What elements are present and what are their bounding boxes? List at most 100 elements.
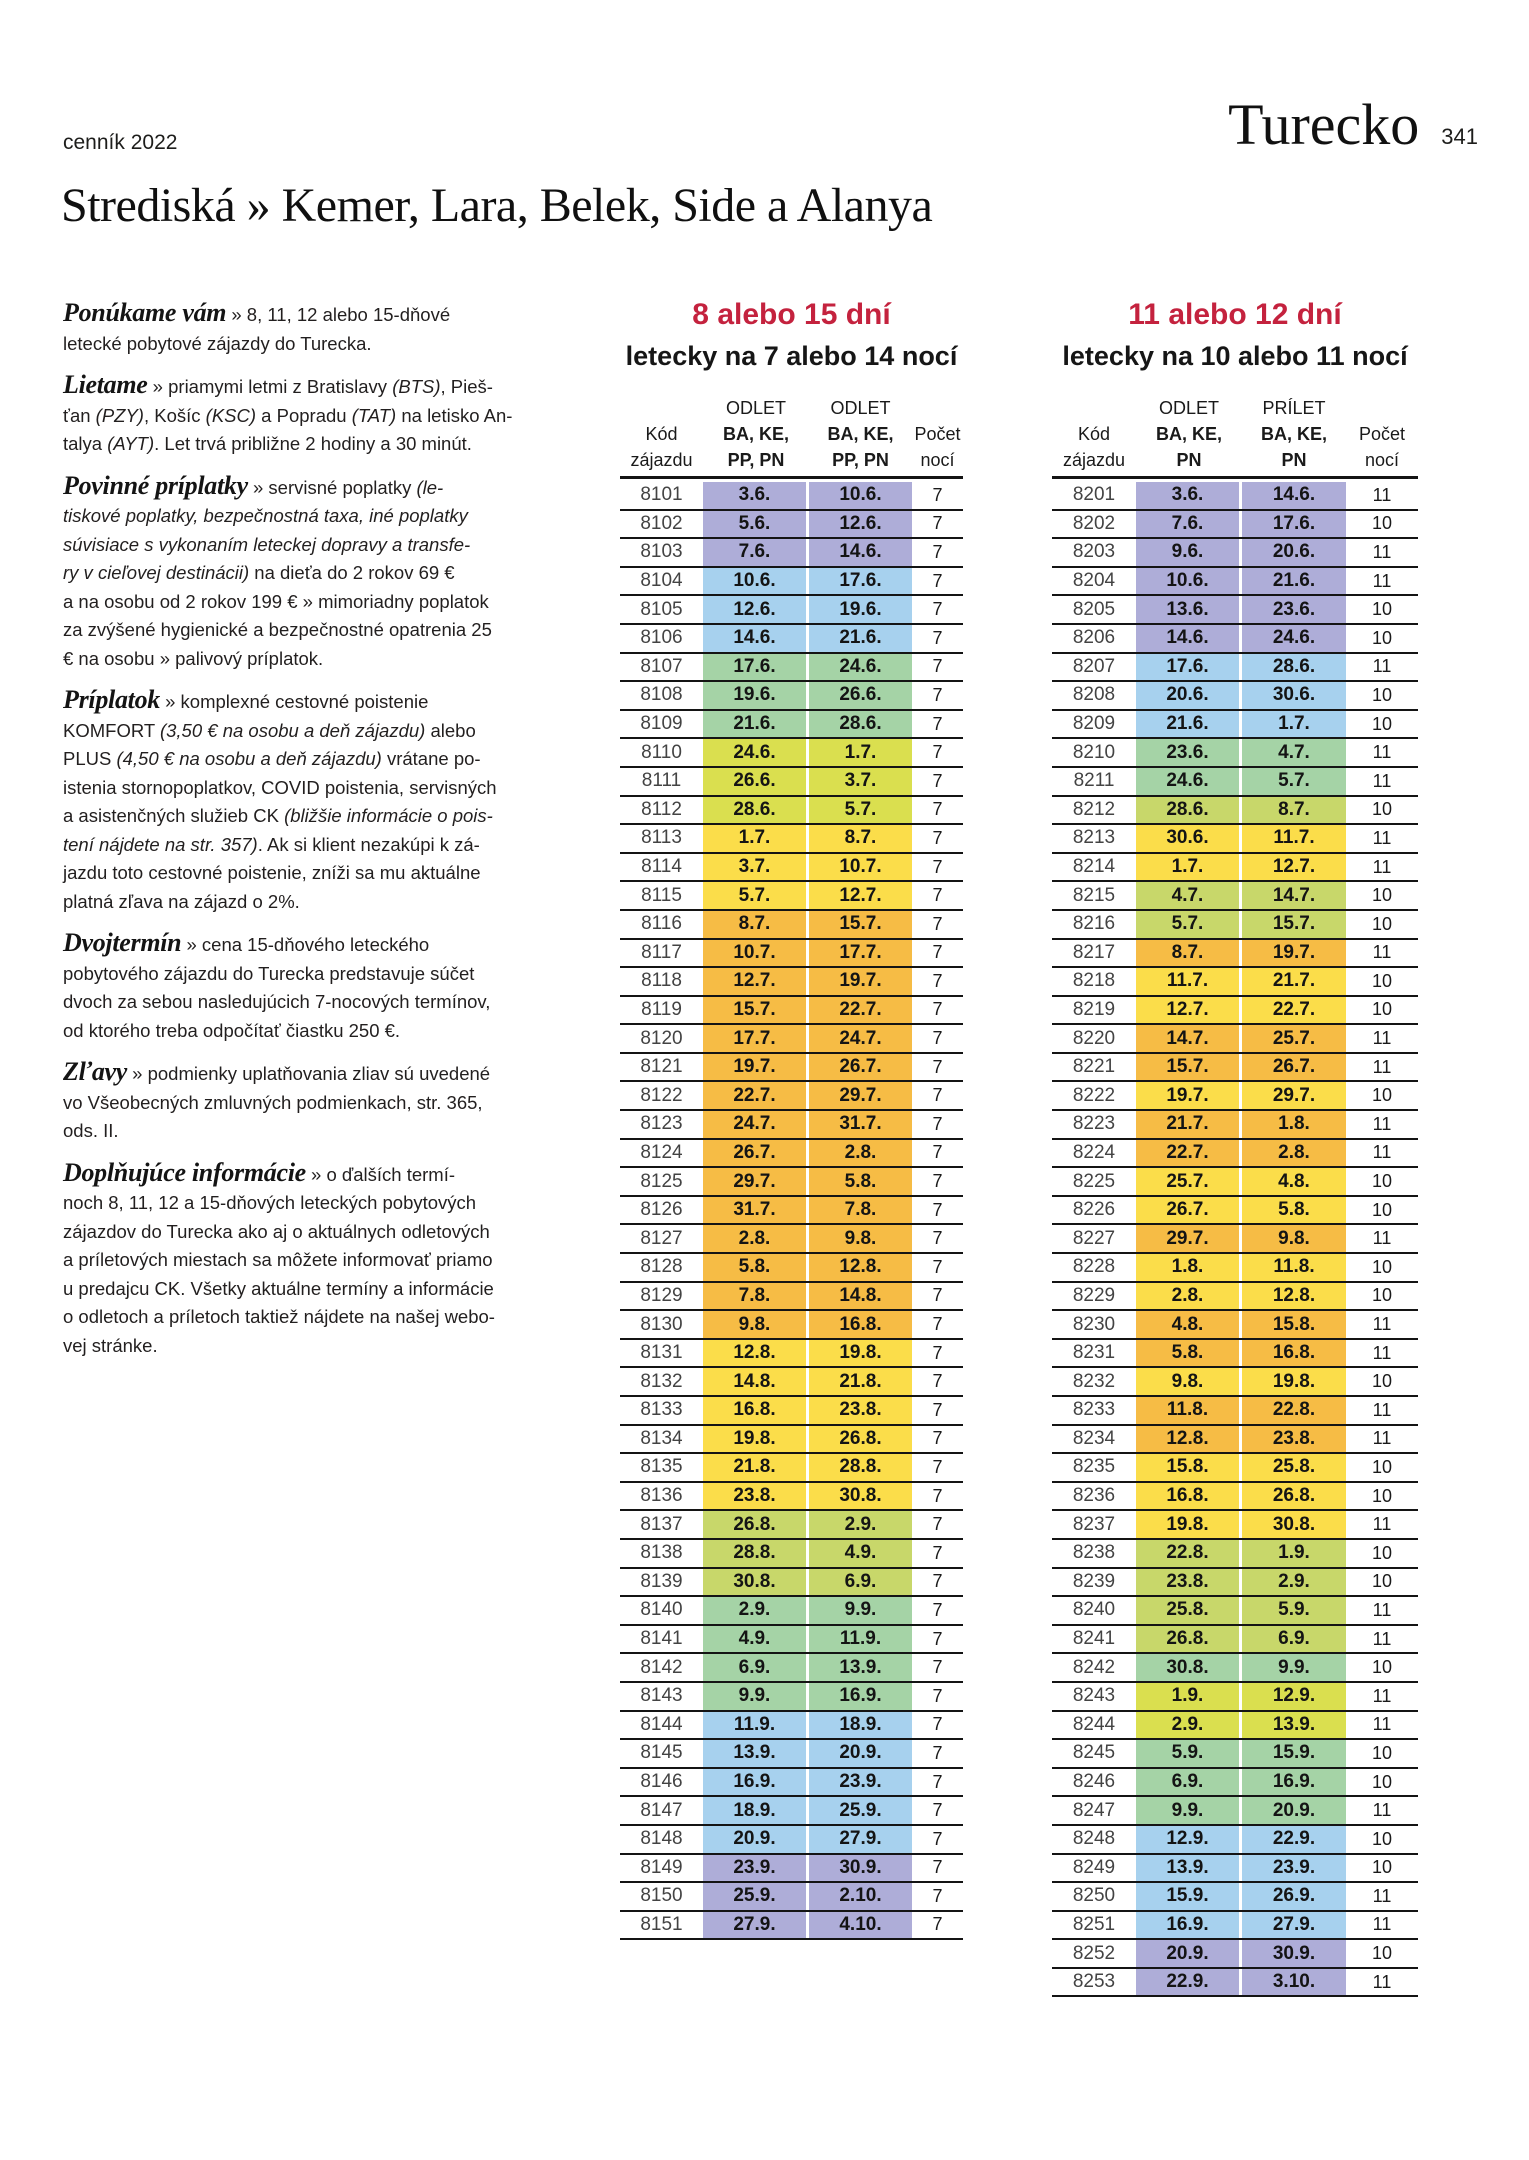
nights-count-cell: 7	[932, 1314, 943, 1335]
return-date-cell: 17.6.	[1242, 510, 1346, 538]
return-date-cell: 30.9.	[809, 1854, 912, 1882]
return-date-cell: 23.8.	[1242, 1425, 1346, 1453]
table-row: 8136 23.8. 30.8. 7	[620, 1482, 963, 1512]
departure-date-cell: 10.6.	[703, 567, 809, 595]
table-row: 8218 11.7. 21.7. 10	[1052, 968, 1418, 997]
tour-code-cell: 8137	[640, 1513, 683, 1535]
tour-code-cell: 8101	[640, 484, 683, 506]
nights-count-cell: 7	[932, 1800, 943, 1821]
departure-date-cell: 23.6.	[1136, 739, 1242, 766]
column-header-line: PP, PN	[832, 450, 889, 470]
table-row: 8222 19.7. 29.7. 10	[1052, 1082, 1418, 1112]
table-row: 8137 26.8. 2.9. 7	[620, 1511, 963, 1540]
table-row: 8240 25.8. 5.9. 11	[1052, 1597, 1418, 1626]
column-header-line: PRÍLET	[1262, 398, 1326, 418]
return-date-cell: 6.9.	[809, 1568, 912, 1596]
departure-date-cell: 14.8.	[703, 1368, 809, 1395]
paragraph-lead: Lietame	[63, 370, 148, 399]
table-row: 8239 23.8. 2.9. 10	[1052, 1568, 1418, 1598]
departure-date-cell: 25.7.	[1136, 1168, 1242, 1195]
paragraph-lead: Dvojtermín	[63, 928, 182, 957]
return-date-cell: 22.9.	[1242, 1825, 1346, 1853]
nights-count-cell: 7	[932, 599, 943, 620]
tour-code-cell: 8140	[640, 1599, 683, 1621]
table-row: 8216 5.7. 15.7. 10	[1052, 910, 1418, 940]
nights-count-cell: 10	[1371, 970, 1393, 991]
column-header-d1: ODLET BA, KE, PN	[1136, 395, 1242, 473]
return-date-cell: 20.6.	[1242, 539, 1346, 566]
tour-code-cell: 8233	[1072, 1399, 1116, 1421]
return-date-cell: 19.6.	[809, 596, 912, 623]
paragraph-lead: Zľavy	[63, 1057, 128, 1086]
column-header-line: nocí	[920, 450, 955, 470]
table-row: 8249 13.9. 23.9. 10	[1052, 1854, 1418, 1884]
nights-count-cell: 7	[932, 1028, 943, 1049]
return-date-cell: 18.9.	[809, 1711, 912, 1739]
nights-count-cell: 7	[932, 1514, 943, 1535]
tour-code-cell: 8149	[640, 1856, 683, 1878]
table-subtitle: letecky na 7 alebo 14 nocí	[625, 341, 958, 371]
nights-count-cell: 7	[932, 1742, 943, 1763]
tour-code-cell: 8115	[641, 884, 682, 906]
table-row: 8114 3.7. 10.7. 7	[620, 853, 963, 883]
column-header-line: Kód	[1077, 424, 1111, 444]
return-date-cell: 2.8.	[809, 1139, 912, 1167]
table-row: 8207 17.6. 28.6. 11	[1052, 653, 1418, 683]
paragraph-text: (BTS)	[392, 376, 441, 397]
return-date-cell: 11.7.	[1242, 825, 1346, 852]
departure-date-cell: 12.6.	[703, 596, 809, 623]
tour-code-cell: 8104	[640, 570, 683, 592]
departure-date-cell: 1.7.	[1136, 853, 1242, 881]
table-header: Kód zájazdu ODLET BA, KE, PN PRÍLET BA, KE, PN P…	[1052, 396, 1418, 479]
departure-date-cell: 17.6.	[1136, 653, 1242, 681]
departure-date-cell: 24.6.	[1136, 767, 1242, 795]
tour-code-cell: 8218	[1072, 970, 1116, 992]
table-row: 8110 24.6. 1.7. 7	[620, 739, 963, 768]
nights-count-cell: 10	[1371, 1199, 1393, 1220]
nights-count-cell: 7	[932, 742, 943, 763]
column-header-line: BA, KE,	[722, 424, 789, 444]
return-date-cell: 27.9.	[809, 1825, 912, 1853]
departure-date-cell: 2.8.	[703, 1225, 809, 1253]
paragraph-lead: Ponúkame vám	[63, 298, 227, 327]
return-date-cell: 5.9.	[1242, 1597, 1346, 1624]
departure-date-cell: 21.8.	[703, 1454, 809, 1481]
nights-count-cell: 11	[1372, 484, 1392, 505]
column-header-line: Kód	[645, 424, 678, 444]
return-date-cell: 12.9.	[1242, 1682, 1346, 1710]
tour-code-cell: 8116	[641, 913, 682, 935]
paragraph-lead: Príplatok	[63, 685, 160, 714]
departure-date-cell: 5.8.	[703, 1254, 809, 1281]
tour-code-cell: 8215	[1072, 884, 1116, 906]
return-date-cell: 2.8.	[1242, 1139, 1346, 1167]
return-date-cell: 15.8.	[1242, 1311, 1346, 1338]
table-row: 8140 2.9. 9.9. 7	[620, 1597, 963, 1626]
table-row: 8139 30.8. 6.9. 7	[620, 1568, 963, 1598]
tour-code-cell: 8225	[1072, 1170, 1116, 1192]
table-row: 8202 7.6. 17.6. 10	[1052, 510, 1418, 540]
nights-count-cell: 7	[932, 942, 943, 963]
tour-code-cell: 8226	[1072, 1199, 1116, 1221]
price-table-8-15-days: 8 alebo 15 dní letecky na 7 alebo 14 noc…	[620, 298, 963, 1948]
return-date-cell: 27.9.	[1242, 1911, 1346, 1939]
nights-count-cell: 11	[1372, 1428, 1392, 1449]
return-date-cell: 26.6.	[809, 682, 912, 709]
column-header-code: Kód zájazdu	[1052, 395, 1136, 473]
table-row: 8104 10.6. 17.6. 7	[620, 567, 963, 597]
nights-count-cell: 7	[932, 1571, 943, 1592]
country-title: Turecko	[1228, 92, 1420, 157]
departure-date-cell: 15.8.	[1136, 1454, 1242, 1481]
paragraph-text: » o ďalších termí- noch 8, 11, 12 a 15-d…	[63, 1163, 495, 1356]
departure-date-cell: 7.8.	[703, 1282, 809, 1310]
table-title: 8 alebo 15 dní	[692, 298, 891, 331]
departure-date-cell: 8.7.	[703, 910, 809, 938]
departure-date-cell: 12.9.	[1136, 1825, 1242, 1853]
departure-date-cell: 28.8.	[703, 1539, 809, 1567]
return-date-cell: 19.7.	[1242, 939, 1346, 967]
return-date-cell: 3.7.	[809, 767, 912, 795]
tour-code-cell: 8201	[1072, 484, 1116, 506]
table-row: 8220 14.7. 25.7. 11	[1052, 1025, 1418, 1054]
table-row: 8252 20.9. 30.9. 10	[1052, 1940, 1418, 1969]
departure-date-cell: 10.6.	[1136, 567, 1242, 595]
table-row: 8103 7.6. 14.6. 7	[620, 539, 963, 568]
